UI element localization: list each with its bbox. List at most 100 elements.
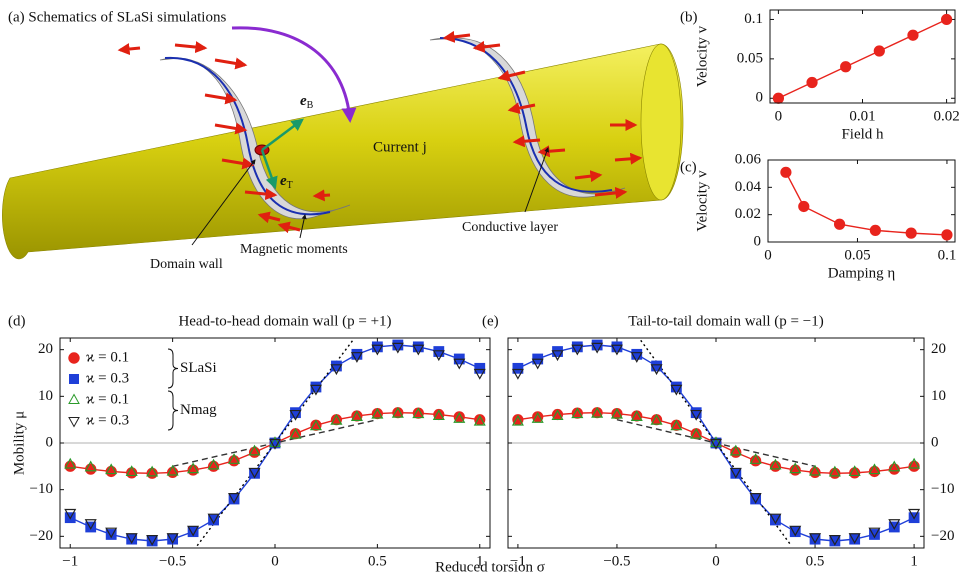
marker [888,521,900,533]
y-tick-label: 0 [46,434,54,450]
legend-label: ϰ = 0.3 [86,370,129,386]
x-tick-label: 0.02 [933,108,959,124]
domain-wall-label: Domain wall [150,257,223,272]
marker [631,348,643,360]
y-tick-label: 0.1 [744,11,763,27]
y-tick-label: 0.02 [735,206,761,222]
marker [125,533,138,545]
y-tick-label: 20 [931,341,946,357]
marker [552,346,563,357]
marker [228,493,241,504]
y-tick-label: 20 [38,341,53,357]
marker [709,436,723,448]
y-tick-label: −20 [931,528,954,544]
marker [670,381,682,393]
chart-title: Head-to-head domain wall (p = +1) [178,313,391,329]
marker [769,513,782,525]
marker [571,344,584,356]
marker [412,341,424,353]
x-tick-label: −1 [510,553,526,569]
marker [85,521,97,533]
marker [772,92,785,104]
marker [789,462,802,474]
marker [64,508,77,520]
x-tick-label: 0.01 [849,108,875,124]
marker [591,342,604,354]
marker [371,341,383,353]
marker [84,519,97,531]
marker [511,368,524,380]
marker [591,339,603,351]
marker [105,463,118,475]
marker [330,413,343,425]
x-tick-label: 1 [910,553,918,569]
marker [331,360,342,372]
marker [228,453,241,464]
marker [289,427,302,439]
marker [940,13,953,26]
marker [187,462,200,474]
marker [351,348,363,360]
legend-label: ϰ = 0.3 [86,412,129,428]
x-tick-label: 1 [476,553,484,569]
marker [412,407,425,419]
legend-marker [68,352,80,364]
marker [453,411,466,423]
marker [809,464,822,476]
legend-marker [68,417,80,428]
magnetic-moments-label: Magnetic moments [240,242,348,257]
y-tick-label: −20 [30,528,53,544]
plot-area [768,160,955,242]
marker [473,368,486,380]
et-label: eT [280,173,293,191]
marker [840,61,852,73]
x-tick-label: 0.5 [806,553,825,569]
x-tick-label: 0 [271,553,279,569]
marker [207,458,220,470]
marker [391,406,404,418]
x-tick-label: 0.1 [938,247,957,263]
marker [868,463,881,475]
plot-frame [507,337,925,549]
marker [105,529,117,540]
marker [290,407,301,419]
marker [432,350,445,362]
marker [105,527,118,539]
marker [474,362,486,374]
y-tick-label: 10 [931,388,946,404]
marker [828,465,841,477]
marker [905,227,917,239]
marker [207,513,220,525]
x-tick-label: −1 [62,553,78,569]
pointer [299,214,307,239]
marker [868,527,881,539]
marker [873,45,885,57]
legend-entry: ϰ = 0.1 [68,349,129,365]
legend-entry: ϰ = 0.3 Nmag [68,390,217,431]
plot: 0 0.01 0.02 0 0.05 0.1 (b) Field h Velocity v [680,9,960,142]
y-tick-label: −10 [30,481,53,497]
x-tick-label: 0.5 [368,553,387,569]
marker [371,407,384,419]
current-arrow [231,26,357,123]
pointer [524,147,549,213]
marker [412,344,425,356]
marker [690,407,702,419]
marker [806,76,818,89]
marker [888,519,901,531]
marker [780,166,792,178]
series-line [778,18,947,99]
marker [391,342,404,354]
marker [433,346,445,357]
marker [84,460,97,472]
marker [248,467,261,479]
schematic: (a) Schematics of SLaSi simulations Curr… [2,9,684,272]
legend-entry: ϰ = 0.1 [68,391,129,407]
marker [798,200,810,213]
marker [650,364,663,376]
marker [208,514,219,526]
plot: 0 0.05 0.1 0 0.02 0.04 0.06 (c) Damping η Velocit… [680,151,956,281]
marker [908,457,921,469]
y-tick-label: 0 [754,233,762,249]
